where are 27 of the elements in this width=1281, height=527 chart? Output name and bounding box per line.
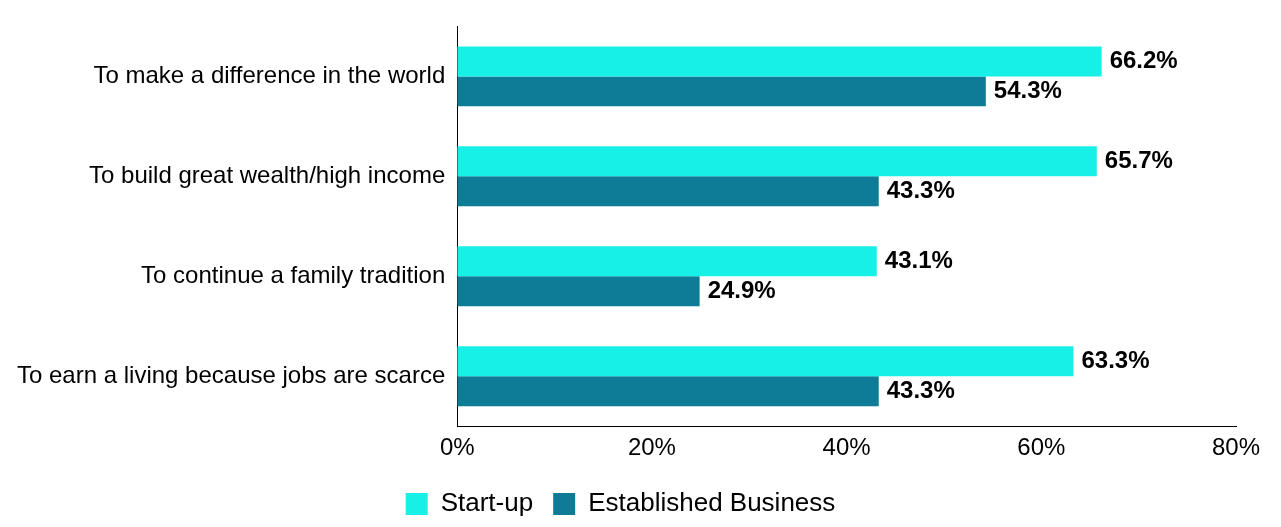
bar (457, 276, 700, 307)
bar (457, 246, 877, 277)
data-label: 24.9% (707, 275, 776, 303)
data-label: 43.3% (886, 375, 955, 403)
bar (457, 176, 879, 207)
x-tick-label: 40% (822, 433, 871, 461)
legend-label: Established Business (588, 487, 836, 518)
legend-label: Start-up (440, 487, 534, 518)
x-tick-label: 80% (1211, 433, 1261, 461)
bar (457, 76, 986, 107)
y-tick-label: To make a difference in the world (93, 61, 446, 88)
y-tick-label: To build great wealth/high income (89, 160, 446, 188)
data-label: 63.3% (1081, 345, 1150, 373)
data-label: 66.2% (1109, 46, 1178, 74)
bar (457, 346, 1074, 377)
x-tick-label: 0% (439, 433, 475, 461)
bar (457, 146, 1097, 177)
data-label: 54.3% (993, 75, 1062, 103)
data-label: 65.7% (1104, 145, 1173, 173)
data-label: 43.3% (886, 175, 955, 203)
y-tick-label: To earn a living because jobs are scarce (16, 360, 446, 388)
bar (457, 46, 1102, 77)
x-tick-label: 20% (627, 433, 676, 461)
x-tick-label: 60% (1017, 433, 1066, 461)
data-label: 43.1% (884, 245, 953, 273)
y-tick-label: To continue a family tradition (141, 260, 446, 288)
bar (457, 376, 879, 407)
